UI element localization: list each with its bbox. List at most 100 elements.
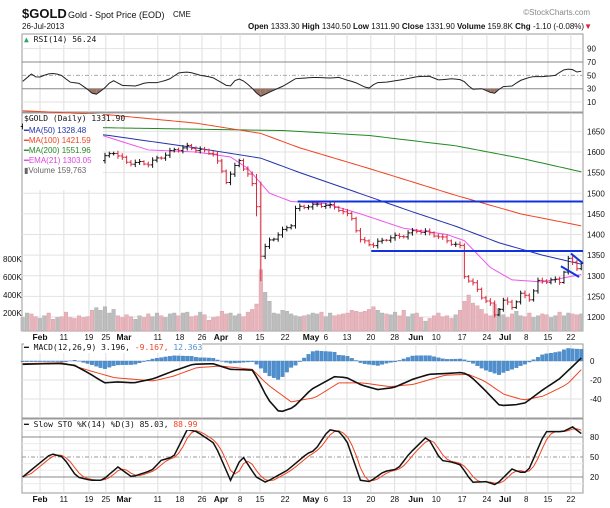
volume-bar — [293, 315, 298, 332]
volume-bar — [254, 303, 259, 332]
macd-histogram-bar — [146, 360, 151, 362]
volume-bar — [107, 312, 112, 332]
volume-bar — [354, 311, 359, 332]
macd-histogram-bar — [384, 360, 389, 364]
volume-bar — [137, 315, 142, 332]
volume-bar — [276, 313, 281, 332]
ohlc-bar — [544, 279, 549, 284]
ohlc-bar — [492, 300, 497, 318]
ohlc-bar — [228, 171, 233, 186]
rsi-oversold-fill — [490, 88, 495, 94]
date-label: 8 — [238, 495, 243, 504]
ohlc-bar — [150, 157, 155, 168]
legend-ma200: ━MA(200) 1551.96 — [24, 146, 91, 155]
volume-bar — [120, 317, 125, 332]
date-label: Mar — [116, 332, 132, 342]
volume-bar — [375, 310, 380, 332]
macd-histogram-bar — [505, 360, 510, 371]
rsi-oversold-fill — [265, 88, 270, 95]
macd-histogram-bar — [354, 360, 359, 362]
macd-histogram-bar — [94, 360, 99, 367]
macd-histogram-bar — [462, 359, 467, 362]
macd-histogram-bar — [159, 357, 164, 362]
volume-bar — [579, 313, 584, 332]
ohlc-bar — [232, 162, 237, 177]
ohlc-bar — [124, 155, 129, 164]
ohlc-bar — [397, 233, 402, 239]
volume-bar — [566, 312, 571, 332]
macd-histogram-bar — [172, 355, 177, 362]
volume-bar — [55, 317, 60, 332]
ohlc-bar — [518, 290, 523, 305]
ohlc-bar — [527, 293, 532, 302]
copyright[interactable]: ©StockCharts.com — [523, 8, 590, 17]
volume-bar — [133, 319, 138, 332]
volume-bar — [544, 314, 549, 332]
trendline — [570, 252, 584, 265]
ohlc-bar — [471, 278, 476, 286]
ma50-line — [22, 124, 582, 265]
macd-label-hist: 12.363 — [173, 343, 203, 352]
volume-bar — [297, 316, 302, 332]
macd-histogram-bar — [319, 351, 324, 362]
chg-value: -1.10 (-0.08%) — [532, 22, 585, 31]
ohlc-bar — [505, 297, 510, 305]
volume-bar — [280, 310, 285, 332]
volume-bar — [518, 315, 523, 332]
rsi-tick-label: 30 — [587, 85, 596, 94]
volume-bar — [548, 317, 553, 332]
volume-bar — [323, 316, 328, 332]
macd-histogram-bar — [436, 357, 441, 362]
macd-histogram-bar — [380, 360, 385, 365]
ohlc-bar — [336, 205, 341, 213]
high-value: 1340.50 — [321, 22, 351, 31]
rsi-oversold-fill — [91, 88, 97, 95]
date-label: Apr — [214, 494, 229, 504]
ma100-line — [22, 110, 582, 227]
ohlc-bar — [384, 238, 389, 242]
date-label: 11 — [154, 333, 163, 342]
date-label: 13 — [343, 495, 352, 504]
ohlc-bar — [570, 255, 575, 265]
macd-histogram-bar — [116, 360, 120, 366]
price-tick-label: 1200 — [587, 313, 605, 322]
rsi-tick-label: 90 — [587, 45, 596, 54]
macd-histogram-bar — [193, 357, 198, 362]
volume-bar — [98, 310, 103, 332]
volume-bar — [522, 316, 527, 332]
volume-bar — [414, 312, 419, 332]
macd-tick-label: 0 — [590, 357, 595, 366]
ohlc-bar — [254, 173, 259, 217]
macd-histogram-bar — [315, 350, 320, 362]
ohlc-bar — [159, 156, 164, 160]
date-label: 19 — [84, 495, 93, 504]
macd-histogram-bar — [449, 359, 454, 362]
ohlc-bar — [535, 277, 540, 294]
volume-bar — [146, 313, 151, 332]
macd-histogram-bar — [562, 349, 566, 362]
volume-bar — [462, 301, 467, 332]
macd-histogram-bar — [228, 360, 233, 364]
open-value: 1333.30 — [270, 22, 300, 31]
macd-histogram-bar — [323, 351, 328, 362]
macd-histogram-bar — [518, 360, 523, 366]
volume-bar — [33, 316, 38, 332]
symbol: $GOLD — [22, 6, 67, 21]
macd-histogram-bar — [163, 356, 168, 362]
ohlc-bar — [557, 276, 562, 285]
macd-histogram-bar — [401, 358, 406, 362]
macd-histogram-bar — [206, 357, 211, 362]
ohlc-bar — [189, 143, 194, 151]
macd-histogram-bar — [501, 360, 506, 373]
ohlc-bar — [501, 297, 506, 312]
macd-histogram-bar — [81, 360, 86, 363]
sto-tick-label: 80 — [590, 433, 599, 442]
volume-bar — [514, 311, 519, 332]
volume-bar — [501, 314, 506, 332]
ohlc-bar — [449, 239, 454, 246]
ohlc-bar — [276, 232, 281, 242]
low-value: 1311.90 — [371, 22, 400, 31]
date-label: 24 — [482, 495, 491, 504]
sto-label-d: 88.99 — [173, 420, 198, 429]
panel-frame-1 — [21, 112, 584, 332]
